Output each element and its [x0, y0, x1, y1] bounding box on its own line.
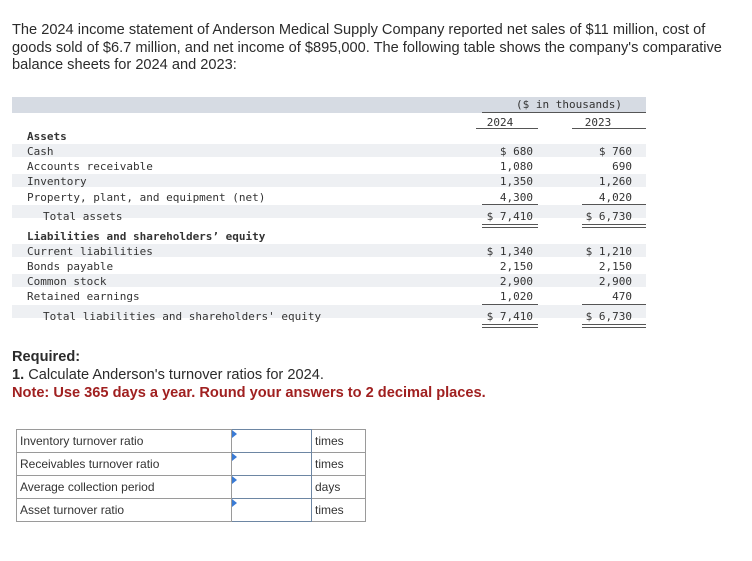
answer-label: Receivables turnover ratio	[16, 452, 232, 476]
row-label: Total liabilities and shareholders' equi…	[43, 310, 322, 323]
value-2024: $ 7,410	[486, 210, 533, 223]
row-band	[12, 144, 646, 157]
answer-unit: times	[311, 429, 366, 453]
year-2024-underline	[476, 128, 538, 129]
answer-label: Inventory turnover ratio	[16, 429, 232, 453]
answer-input-cell	[231, 475, 312, 499]
total-double-line	[482, 224, 538, 228]
row-label: Total assets	[43, 210, 123, 223]
value-2024: 2,900	[499, 275, 533, 288]
value-2023: 470	[612, 290, 632, 303]
row-label: Common stock	[27, 275, 107, 288]
row-band	[12, 174, 646, 187]
value-2023: $ 6,730	[585, 210, 632, 223]
answer-label: Average collection period	[16, 475, 232, 499]
table-row: Accounts receivable 1,080 690	[12, 160, 646, 175]
answer-input-cell	[231, 452, 312, 476]
total-row: Total liabilities and shareholders' equi…	[12, 310, 646, 325]
header-band	[12, 97, 646, 113]
liabilities-heading: Liabilities and shareholders’ equity	[27, 230, 266, 243]
row-band	[12, 244, 646, 257]
required-note: Note: Use 365 days a year. Round your an…	[12, 385, 486, 401]
answer-table: Inventory turnover ratio times Receivabl…	[16, 429, 366, 522]
year-2023-header: 2023	[584, 116, 612, 129]
value-2024: $ 7,410	[486, 310, 533, 323]
table-row: Inventory 1,350 1,260	[12, 175, 646, 190]
input-marker-icon	[232, 430, 237, 438]
value-2023: 1,260	[598, 175, 632, 188]
assets-heading: Assets	[27, 130, 67, 143]
problem-intro: The 2024 income statement of Anderson Me…	[12, 22, 722, 73]
row-label: Property, plant, and equipment (net)	[27, 191, 266, 204]
value-2024: 4,300	[499, 191, 533, 204]
inventory-turnover-input[interactable]	[232, 431, 309, 451]
assets-heading-row: Assets	[12, 130, 646, 145]
table-row: Property, plant, and equipment (net) 4,3…	[12, 191, 646, 206]
total-double-line	[582, 224, 646, 228]
row-label: Accounts receivable	[27, 160, 153, 173]
value-2023: 690	[612, 160, 632, 173]
answer-input-cell	[231, 429, 312, 453]
value-2023: $ 6,730	[585, 310, 632, 323]
value-2024: 1,080	[499, 160, 533, 173]
units-underline	[482, 112, 646, 113]
value-2024: 1,350	[499, 175, 533, 188]
value-2024: $ 1,340	[486, 245, 533, 258]
table-row: Common stock 2,900 2,900	[12, 275, 646, 290]
row-band	[12, 205, 646, 218]
row-label: Retained earnings	[27, 290, 140, 303]
units-header: ($ in thousands)	[516, 98, 622, 111]
answer-row: Average collection period days	[16, 475, 366, 499]
table-row: Cash $ 680 $ 760	[12, 145, 646, 160]
answer-unit: days	[311, 475, 366, 499]
subtotal-line	[582, 304, 646, 305]
answer-input-cell	[231, 498, 312, 522]
value-2023: $ 760	[598, 145, 632, 158]
input-marker-icon	[232, 453, 237, 461]
answer-unit: times	[311, 452, 366, 476]
subtotal-line	[582, 204, 646, 205]
asset-turnover-input[interactable]	[232, 500, 309, 520]
total-row: Total assets $ 7,410 $ 6,730	[12, 210, 646, 225]
year-2023-underline	[572, 128, 646, 129]
subtotal-line	[482, 204, 538, 205]
row-band	[12, 274, 646, 287]
input-marker-icon	[232, 499, 237, 507]
answer-row: Asset turnover ratio times	[16, 498, 366, 522]
balance-sheet-table: ($ in thousands) 2024 2023 Assets Cash $…	[12, 97, 646, 329]
required-instruction: Calculate Anderson's turnover ratios for…	[28, 367, 324, 383]
value-2023: 2,900	[598, 275, 632, 288]
year-2024-header: 2024	[486, 116, 514, 129]
value-2024: 2,150	[499, 260, 533, 273]
total-double-line	[482, 324, 538, 328]
row-label: Cash	[27, 145, 54, 158]
input-marker-icon	[232, 476, 237, 484]
value-2023: 4,020	[598, 191, 632, 204]
value-2023: $ 1,210	[585, 245, 632, 258]
receivables-turnover-input[interactable]	[232, 454, 309, 474]
subtotal-line	[482, 304, 538, 305]
liabilities-heading-row: Liabilities and shareholders’ equity	[12, 230, 646, 245]
value-2024: $ 680	[499, 145, 533, 158]
required-number: 1.	[12, 367, 25, 383]
total-double-line	[582, 324, 646, 328]
required-text: 1. Calculate Anderson's turnover ratios …	[12, 366, 486, 384]
value-2023: 2,150	[598, 260, 632, 273]
row-label: Bonds payable	[27, 260, 114, 273]
answer-row: Receivables turnover ratio times	[16, 452, 366, 476]
average-collection-period-input[interactable]	[232, 477, 309, 497]
row-label: Current liabilities	[27, 245, 153, 258]
required-title: Required:	[12, 349, 81, 365]
answer-label: Asset turnover ratio	[16, 498, 232, 522]
table-row: Bonds payable 2,150 2,150	[12, 260, 646, 275]
answer-row: Inventory turnover ratio times	[16, 429, 366, 453]
answer-unit: times	[311, 498, 366, 522]
required-section: Required: 1. Calculate Anderson's turnov…	[12, 348, 486, 402]
row-band	[12, 305, 646, 318]
table-row: Retained earnings 1,020 470	[12, 290, 646, 305]
table-row: Current liabilities $ 1,340 $ 1,210	[12, 245, 646, 260]
row-label: Inventory	[27, 175, 87, 188]
value-2024: 1,020	[499, 290, 533, 303]
